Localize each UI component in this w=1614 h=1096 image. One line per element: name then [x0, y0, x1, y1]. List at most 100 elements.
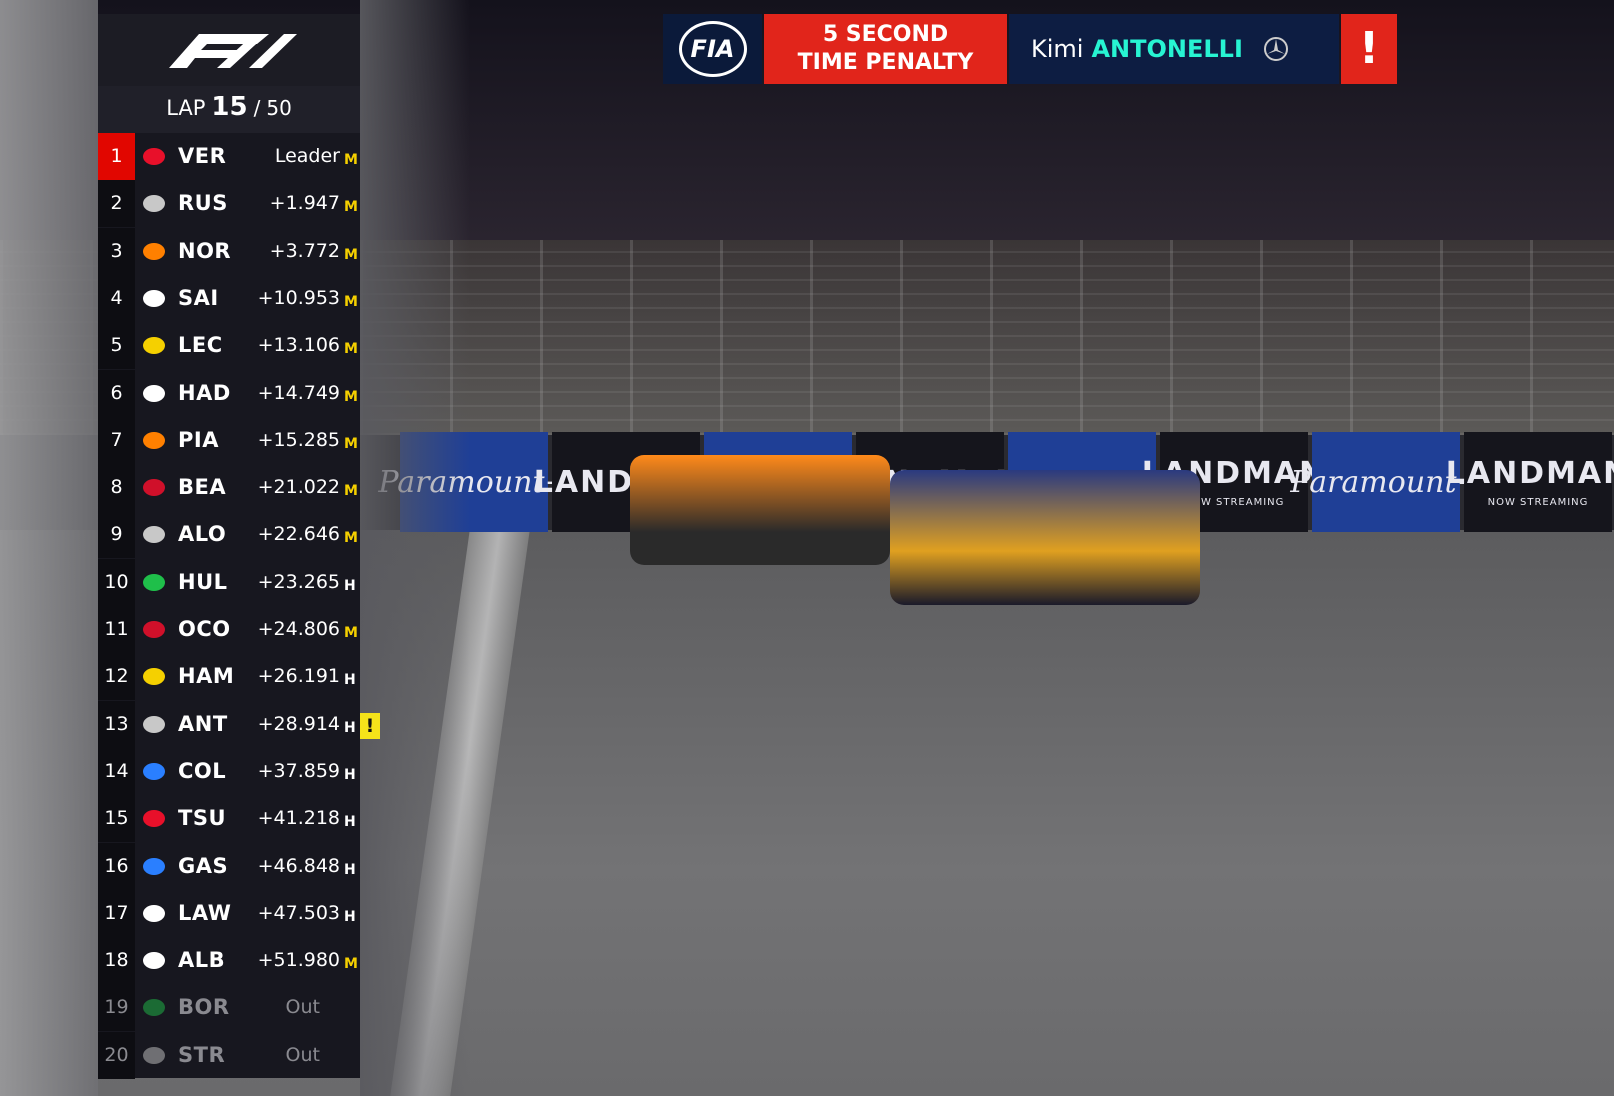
team-logo: [143, 337, 165, 355]
standing-row: 7 PIA +15.285 M: [98, 416, 360, 464]
standing-row: 4 SAI +10.953 M: [98, 274, 360, 322]
fia-text: FIA: [678, 21, 747, 77]
gap: +15.285: [257, 428, 340, 451]
standing-row: 13 ANT +28.914 H!: [98, 700, 380, 748]
standing-row: 16 GAS +46.848 H: [98, 842, 360, 890]
gap: +10.953: [257, 286, 340, 309]
gap: +22.646: [257, 523, 340, 546]
driver-code: TSU: [178, 806, 227, 831]
team-logo: [143, 573, 165, 591]
team-logo: [143, 384, 165, 402]
tyre: M: [344, 246, 358, 263]
team-logo: [143, 526, 165, 544]
driver-code: OCO: [178, 617, 231, 641]
gap: +24.806: [257, 618, 340, 640]
team-logo: [143, 762, 165, 780]
position: 12: [98, 653, 135, 701]
position: 4: [98, 274, 135, 322]
team-logo: [143, 857, 165, 875]
tyre: M: [344, 956, 358, 973]
gap: +47.503: [257, 901, 340, 924]
penalty-banner: FIA 5 SECOND TIME PENALTY Kimi ANTONELLI…: [663, 14, 1397, 84]
standing-row: 5 LEC +13.106 M: [98, 322, 360, 370]
driver-code: ANT: [178, 711, 228, 736]
alert-icon: !: [1341, 14, 1397, 84]
penalty-text: 5 SECOND TIME PENALTY: [764, 14, 1007, 84]
driver-code: GAS: [178, 853, 229, 878]
position: 5: [98, 322, 135, 370]
position: 16: [98, 842, 135, 890]
ad-subtext: NOW STREAMING: [1183, 497, 1285, 508]
tyre: M: [344, 435, 358, 452]
car-mclaren: [630, 455, 890, 565]
position: 13: [98, 700, 135, 748]
position: 2: [98, 180, 135, 228]
team-logo: [143, 715, 165, 733]
driver-code: LAW: [178, 900, 232, 925]
standing-row: 15 TSU +41.218 H: [98, 795, 360, 843]
tyre: M: [344, 625, 358, 641]
position: 6: [98, 369, 135, 417]
team-logo: [143, 1046, 165, 1064]
gap: Out: [285, 996, 320, 1019]
penalty-line: TIME PENALTY: [797, 50, 974, 75]
team-logo: [143, 431, 165, 449]
lap-current: 15: [211, 92, 248, 122]
gap: +37.859: [257, 759, 340, 782]
driver-code: BOR: [178, 995, 230, 1020]
team-logo: [143, 479, 165, 497]
tyre: M: [344, 530, 358, 547]
standing-row: 3 NOR +3.772 M: [98, 227, 360, 275]
driver-code: STR: [178, 1042, 226, 1067]
standing-row: 10 HUL +23.265 H: [98, 558, 360, 606]
f1-logo: [98, 14, 360, 86]
driver-code: SAI: [178, 285, 219, 310]
lap-total: 50: [266, 96, 292, 120]
driver-code: LEC: [178, 333, 223, 358]
driver-code: BEA: [178, 475, 227, 500]
position: 18: [98, 937, 135, 985]
gap: +14.749: [257, 381, 340, 404]
ad-board: Paramount+: [1290, 432, 1482, 532]
driver-code: PIA: [178, 427, 219, 452]
f1-logo-mark: [169, 34, 297, 68]
gap: +41.218: [257, 807, 340, 830]
gap: +51.980: [257, 949, 340, 972]
driver-code: HUL: [178, 569, 228, 594]
tyre: H: [344, 861, 356, 878]
position: 15: [98, 795, 135, 843]
tyre: M: [344, 293, 358, 310]
team-logo: [1263, 37, 1288, 61]
gap: +1.947: [269, 192, 340, 215]
last-name: ANTONELLI: [1091, 35, 1243, 63]
standing-row: 1 VER Leader M: [98, 133, 360, 180]
position: 19: [98, 984, 135, 1032]
standing-row: 8 BEA +21.022 M: [98, 464, 360, 512]
position: 7: [98, 416, 135, 464]
driver-code: NOR: [178, 238, 232, 263]
lap-counter: LAP 15 / 50: [98, 86, 360, 133]
driver-code: RUS: [178, 191, 228, 216]
team-logo: [143, 668, 165, 686]
position: 3: [98, 227, 135, 275]
ad-text: Paramount+: [1290, 464, 1482, 500]
team-logo: [143, 952, 165, 970]
team-logo: [143, 621, 165, 638]
gap: +21.022: [257, 476, 340, 499]
team-logo: [143, 904, 165, 922]
gap: +46.848: [257, 854, 340, 877]
gap: +28.914: [257, 712, 340, 735]
first-name: Kimi: [1031, 35, 1084, 63]
gap: +3.772: [269, 239, 340, 262]
position: 9: [98, 511, 135, 559]
tyre: H: [344, 814, 356, 831]
tyre: H: [344, 577, 356, 594]
ad-subtext: NOW STREAMING: [1487, 497, 1589, 508]
standing-row: 19 BOR Out: [98, 984, 360, 1032]
tyre: M: [344, 388, 358, 405]
standing-row: 20 STR Out: [98, 1031, 360, 1079]
tyre: H: [344, 672, 356, 689]
tyre: H: [344, 766, 356, 783]
gap: Leader: [274, 145, 340, 167]
gap: +13.106: [257, 334, 340, 357]
